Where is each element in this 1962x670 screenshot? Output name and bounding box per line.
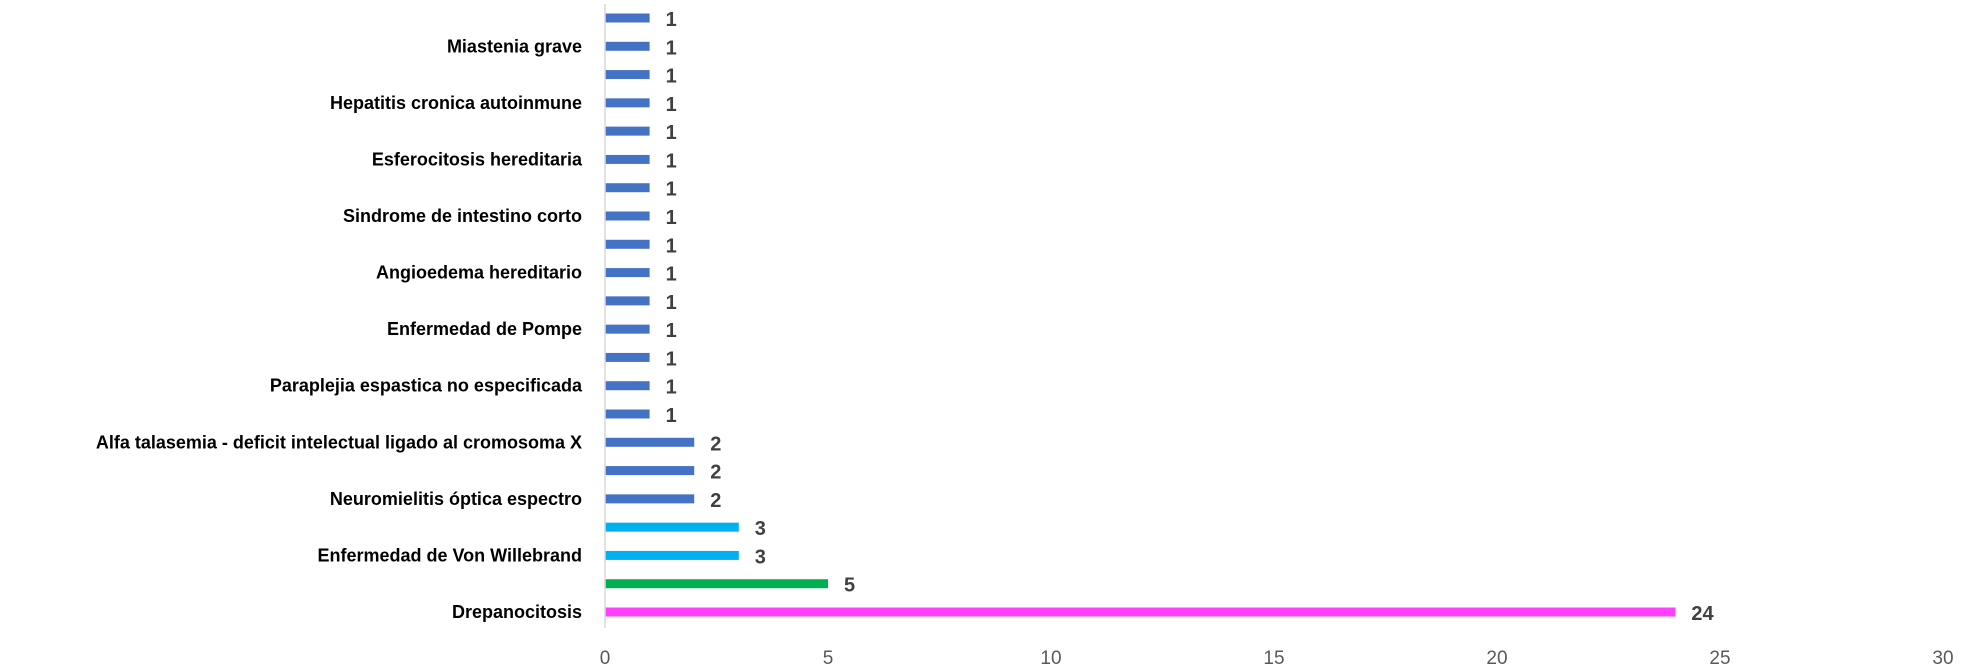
x-axis-ticks-group: 0 5 10 15 20 25 30 [600, 648, 1954, 669]
category-label: Sindrome de intestino corto [343, 206, 582, 226]
bar [605, 579, 828, 589]
x-tick-label: 20 [1486, 648, 1507, 669]
category-label: Drepanocitosis [452, 602, 582, 622]
bar [605, 324, 650, 334]
bar-value-label: 1 [666, 264, 677, 286]
bar-value-label: 1 [666, 320, 677, 342]
bar [605, 211, 650, 221]
bar [605, 41, 650, 51]
bar [605, 607, 1676, 617]
bar-value-label: 2 [710, 490, 721, 512]
bar-value-label: 1 [666, 292, 677, 314]
bar [605, 126, 650, 136]
x-tick-label: 0 [600, 648, 611, 669]
category-label: Enfermedad de Pompe [387, 319, 582, 339]
bar-value-label: 2 [710, 433, 721, 455]
bar-value-label: 1 [666, 66, 677, 88]
x-tick-label: 5 [823, 648, 834, 669]
bar-value-label: 3 [755, 518, 766, 540]
bar [605, 352, 650, 362]
bar [605, 296, 650, 306]
bar-value-label: 1 [666, 9, 677, 31]
bar-value-label: 2 [710, 462, 721, 484]
bar-value-label: 1 [666, 94, 677, 116]
bar [605, 70, 650, 80]
category-label: Paraplejia espastica no especificada [270, 376, 583, 396]
bar [605, 409, 650, 419]
category-labels-group: Miastenia grave Hepatitis cronica autoinm… [96, 36, 583, 622]
bar-value-label: 1 [666, 122, 677, 144]
bar [605, 381, 650, 391]
bar-value-label: 1 [666, 235, 677, 257]
bar-value-label: 1 [666, 207, 677, 229]
bar-value-label: 1 [666, 150, 677, 172]
bar-value-label: 1 [666, 179, 677, 201]
bar [605, 154, 650, 164]
x-tick-label: 10 [1040, 648, 1061, 669]
bar [605, 437, 695, 447]
category-label: Neuromielitis óptica espectro [330, 489, 582, 509]
x-tick-label: 15 [1263, 648, 1284, 669]
bar [605, 550, 739, 560]
bar [605, 268, 650, 278]
category-label: Enfermedad de Von Willebrand [317, 545, 582, 565]
bar [605, 522, 739, 532]
x-tick-label: 25 [1709, 648, 1730, 669]
value-labels-group: 1 1 1 1 1 1 1 1 1 1 1 1 1 1 1 2 2 2 3 3 5 24 [666, 9, 1715, 625]
bar-value-label: 24 [1691, 603, 1714, 625]
bar-value-label: 1 [666, 405, 677, 427]
category-label: Miastenia grave [447, 36, 582, 56]
bars-group [605, 13, 1676, 617]
category-label: Esferocitosis hereditaria [372, 149, 583, 169]
bar-value-label: 1 [666, 37, 677, 59]
x-tick-label: 30 [1932, 648, 1953, 669]
bar [605, 98, 650, 108]
bar [605, 183, 650, 193]
bar-value-label: 1 [666, 377, 677, 399]
bar [605, 239, 650, 249]
category-label: Alfa talasemia - deficit intelectual lig… [96, 432, 582, 452]
bar-value-label: 5 [844, 575, 855, 597]
bar-value-label: 1 [666, 348, 677, 370]
bar-value-label: 3 [755, 546, 766, 568]
bar [605, 494, 695, 504]
bar [605, 13, 650, 23]
bar [605, 466, 695, 476]
category-label: Hepatitis cronica autoinmune [330, 93, 582, 113]
category-label: Angioedema hereditario [376, 263, 582, 283]
